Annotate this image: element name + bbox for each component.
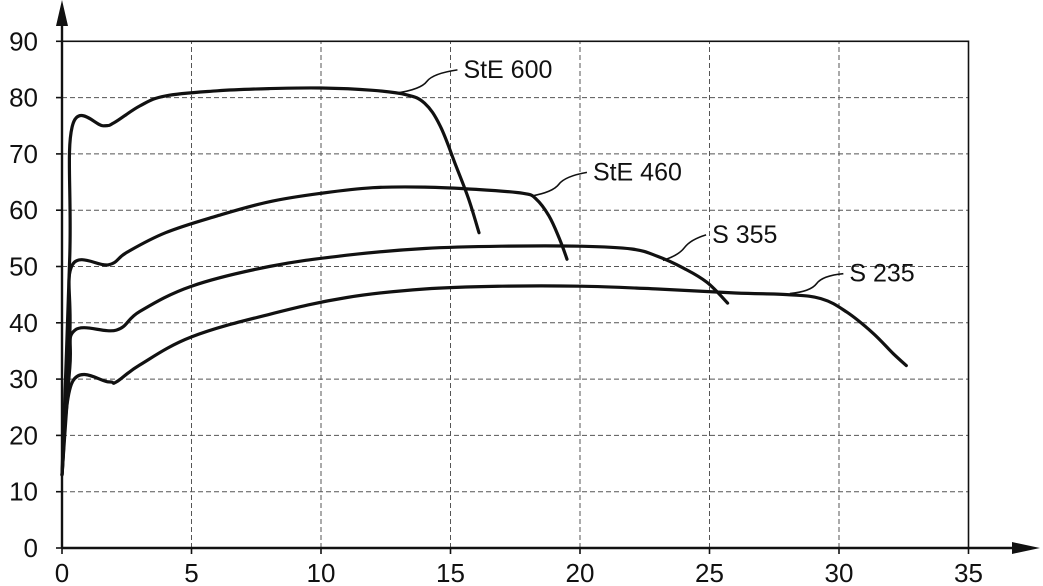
series-line-ste-600 <box>60 86 481 477</box>
series-line-ste-460 <box>60 185 569 477</box>
y-tick-label: 30 <box>9 364 38 394</box>
y-tick-label: 90 <box>9 26 38 56</box>
series-leader-ste-460 <box>530 171 588 197</box>
x-tick-label: 30 <box>825 558 854 586</box>
y-tick-label: 0 <box>24 533 38 563</box>
tick-labels: 0 10 20 30 40 50 60 70 80 90 0 5 10 15 20 25 30 35 <box>9 26 983 586</box>
series-leader-ste-600 <box>395 69 458 94</box>
x-tick-label: 15 <box>436 558 465 586</box>
plot-frame <box>61 40 970 549</box>
series-label-s-235: S 235 <box>849 260 914 288</box>
y-tick-label: 40 <box>9 308 38 338</box>
x-tick-label: 25 <box>695 558 724 586</box>
series-label-s-355: S 355 <box>712 221 777 249</box>
y-axis-arrow-icon <box>56 0 68 26</box>
x-axis-arrow-icon <box>1012 542 1040 554</box>
series-leader-s-235 <box>789 272 844 295</box>
x-tick-label: 35 <box>954 558 983 586</box>
x-tick-label: 5 <box>184 558 198 586</box>
series-labels: StE 600 StE 460 S 355 S 235 <box>395 56 915 295</box>
series-label-ste-600: StE 600 <box>463 56 552 84</box>
y-tick-label: 10 <box>9 477 38 507</box>
x-tick-label: 10 <box>307 558 336 586</box>
y-tick-label: 60 <box>9 195 38 225</box>
grid <box>62 41 969 548</box>
y-tick-label: 50 <box>9 252 38 282</box>
y-tick-label: 20 <box>9 420 38 450</box>
series-line-s-355 <box>60 244 730 477</box>
y-tick-label: 80 <box>9 83 38 113</box>
x-tick-label: 20 <box>566 558 595 586</box>
series-line-s-235 <box>60 284 908 477</box>
series-leader-s-355 <box>662 234 707 262</box>
x-tick-label: 0 <box>55 558 69 586</box>
y-tick-label: 70 <box>9 139 38 169</box>
series-lines <box>60 86 908 477</box>
series-label-ste-460: StE 460 <box>593 158 682 186</box>
